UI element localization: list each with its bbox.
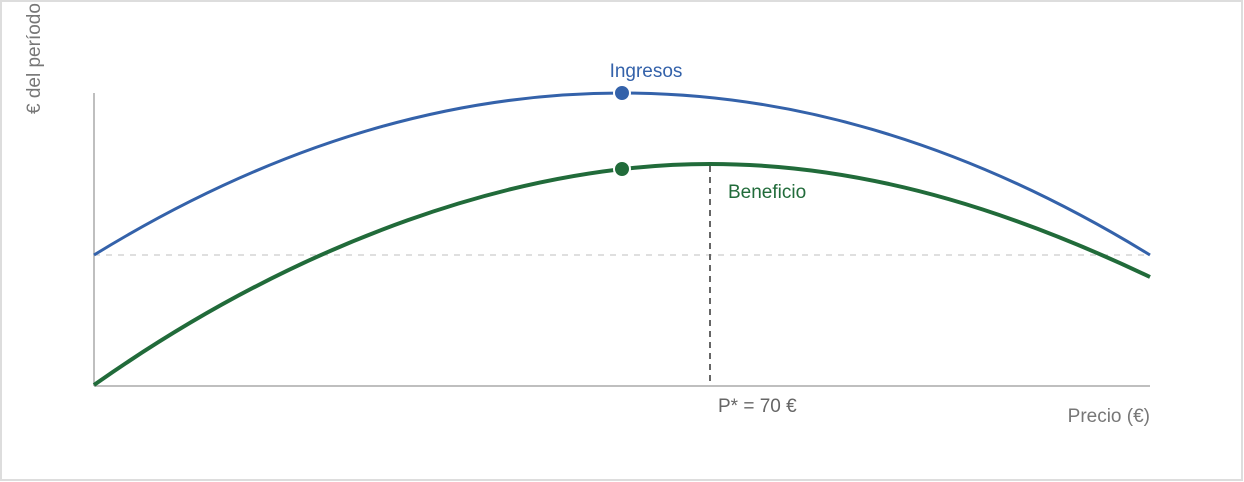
optimum-label: P* = 70 € <box>718 396 797 417</box>
x-axis-label: Precio (€) <box>1068 406 1150 427</box>
revenue-marker <box>613 84 631 102</box>
y-axis-label: € del período <box>24 3 45 114</box>
profit-label: Beneficio <box>728 182 806 203</box>
profit-curve <box>92 161 1151 387</box>
profit-marker <box>613 160 631 178</box>
revenue-label: Ingresos <box>610 61 683 82</box>
